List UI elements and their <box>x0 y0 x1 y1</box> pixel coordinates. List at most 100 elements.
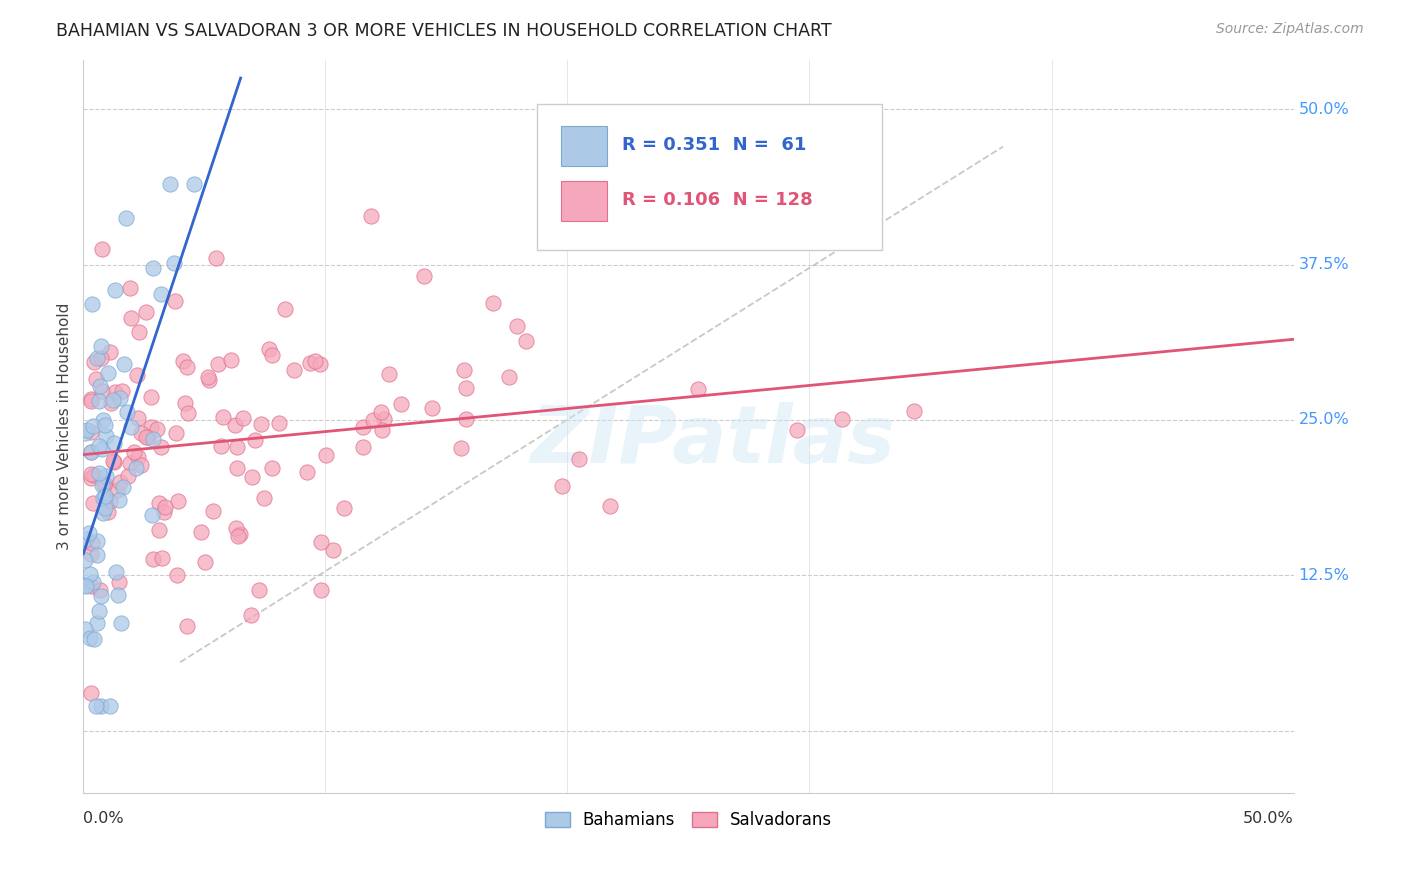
Point <box>96 429 118 443</box>
FancyBboxPatch shape <box>537 103 882 250</box>
Point <box>83 355 105 369</box>
Point <box>94 469 117 483</box>
Point <box>97 505 120 519</box>
Point <box>205 251 228 265</box>
Point <box>127 450 149 465</box>
Point <box>352 441 374 455</box>
Point <box>229 527 252 541</box>
Point <box>225 521 247 535</box>
Point <box>190 524 212 539</box>
Point <box>105 483 128 498</box>
Point <box>103 436 125 450</box>
Text: Source: ZipAtlas.com: Source: ZipAtlas.com <box>1216 22 1364 37</box>
Point <box>75 578 97 592</box>
Point <box>831 411 853 425</box>
Point <box>79 578 101 592</box>
Text: 50.0%: 50.0% <box>1243 812 1294 826</box>
Point <box>176 359 198 374</box>
Point <box>150 287 173 301</box>
Point <box>107 588 129 602</box>
Point <box>79 686 101 700</box>
Point <box>453 363 475 377</box>
Point <box>247 583 270 598</box>
Point <box>82 418 104 433</box>
Point <box>413 269 436 284</box>
Point <box>94 501 117 516</box>
Point <box>86 534 108 549</box>
Text: 0.0%: 0.0% <box>83 812 124 826</box>
Point <box>79 444 101 458</box>
Point <box>111 480 134 494</box>
Point <box>93 491 115 505</box>
Point <box>90 698 112 713</box>
Point <box>83 632 105 646</box>
Point <box>370 405 392 419</box>
Point <box>250 417 273 431</box>
Point <box>139 390 162 404</box>
Y-axis label: 3 or more Vehicles in Household: 3 or more Vehicles in Household <box>58 302 72 549</box>
Point <box>114 211 136 226</box>
Point <box>226 529 249 543</box>
Point <box>304 354 326 368</box>
Point <box>82 297 104 311</box>
Point <box>86 616 108 631</box>
Point <box>75 578 97 592</box>
Point <box>333 500 356 515</box>
Point <box>82 536 104 550</box>
Point <box>120 281 142 295</box>
Point <box>176 619 198 633</box>
Point <box>309 535 332 549</box>
Point <box>142 552 165 566</box>
Point <box>148 523 170 537</box>
Point <box>172 353 194 368</box>
Point <box>105 565 128 579</box>
Point <box>295 465 318 479</box>
Point <box>135 429 157 443</box>
Point <box>91 243 114 257</box>
Point <box>125 368 148 382</box>
Point <box>163 294 186 309</box>
Point <box>142 260 165 275</box>
Point <box>108 391 131 405</box>
Point <box>100 396 122 410</box>
Point <box>370 423 392 437</box>
Point <box>120 419 142 434</box>
Point <box>108 493 131 508</box>
Point <box>86 351 108 366</box>
Point <box>117 405 139 419</box>
Point <box>129 458 152 472</box>
Text: R = 0.106  N = 128: R = 0.106 N = 128 <box>621 192 813 210</box>
Point <box>202 504 225 518</box>
Text: R = 0.351  N =  61: R = 0.351 N = 61 <box>621 136 806 154</box>
Point <box>373 412 395 426</box>
Point <box>90 351 112 366</box>
Point <box>141 420 163 434</box>
Point <box>84 372 107 386</box>
Point <box>262 348 284 362</box>
Point <box>207 357 229 371</box>
Point <box>315 448 337 462</box>
Point <box>209 440 232 454</box>
Point <box>163 256 186 270</box>
Point <box>73 552 96 566</box>
Point <box>77 525 100 540</box>
Point <box>166 493 188 508</box>
Point <box>94 417 117 432</box>
Point <box>129 425 152 440</box>
Point <box>515 334 537 348</box>
Point <box>174 396 197 410</box>
Point <box>146 421 169 435</box>
Point <box>165 426 187 441</box>
Point <box>79 425 101 439</box>
Point <box>141 508 163 522</box>
Point <box>142 432 165 446</box>
Point <box>274 301 297 316</box>
Point <box>84 698 107 713</box>
Point <box>91 413 114 427</box>
Point <box>298 356 321 370</box>
Point <box>101 454 124 468</box>
Point <box>103 385 125 400</box>
Point <box>82 575 104 590</box>
Point <box>786 423 808 437</box>
Point <box>498 370 520 384</box>
